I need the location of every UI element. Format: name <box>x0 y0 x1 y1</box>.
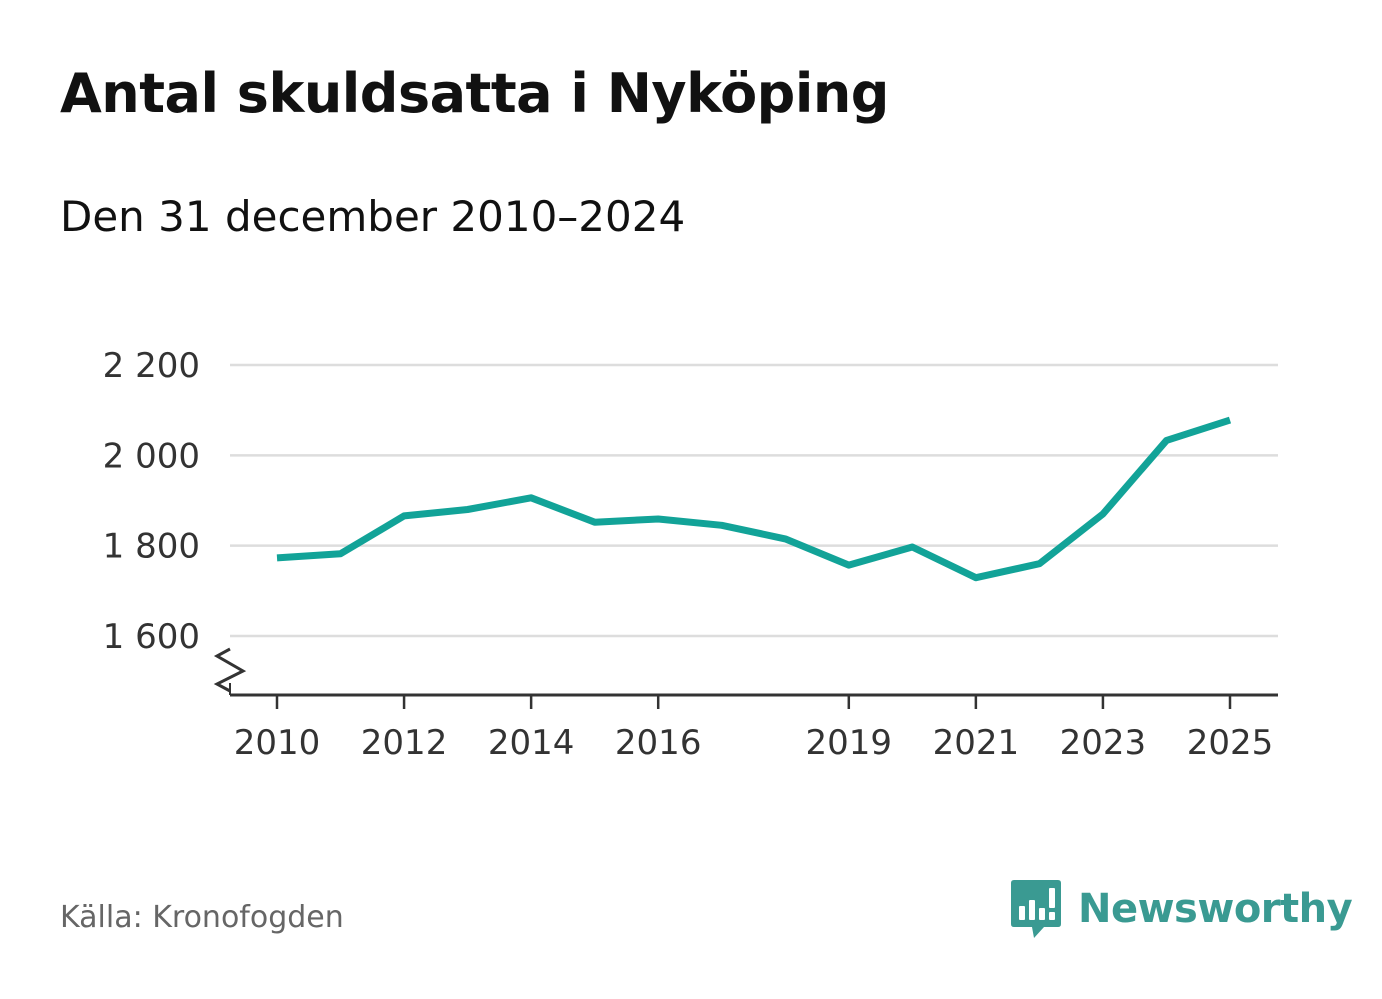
series <box>274 416 1234 582</box>
x-axis-ticks: 2010 2012 2014 2016 2019 2021 2023 2025 <box>234 695 1274 763</box>
data-point <box>1227 417 1234 424</box>
x-tick-label: 2012 <box>361 723 448 763</box>
data-point <box>591 519 598 526</box>
gridlines <box>230 363 1278 638</box>
x-tick-label: 2019 <box>806 723 893 763</box>
data-point <box>274 554 281 561</box>
x-axis <box>213 647 1278 697</box>
brand-name: Newsworthy <box>1078 886 1353 932</box>
x-tick-label: 2025 <box>1187 723 1274 763</box>
data-point <box>909 544 916 551</box>
series-line <box>276 416 1232 582</box>
source-note: Källa: Kronofogden <box>60 900 344 935</box>
data-point <box>528 494 535 501</box>
y-axis-tick-labels: 1 600 1 800 2 000 2 200 <box>103 346 200 657</box>
x-tick-label: 2014 <box>488 723 575 763</box>
x-tick-label: 2016 <box>615 723 702 763</box>
axis-break-icon <box>213 647 247 693</box>
chart-subtitle: Den 31 december 2010–2024 <box>60 192 686 241</box>
chart-title: Antal skuldsatta i Nyköping <box>60 62 889 125</box>
data-point <box>655 516 662 523</box>
data-point <box>401 512 408 519</box>
data-point <box>337 550 344 557</box>
data-point <box>845 562 852 569</box>
data-point <box>972 574 979 581</box>
x-tick-label: 2010 <box>234 723 321 763</box>
x-tick-label: 2023 <box>1060 723 1147 763</box>
newsworthy-logo-icon <box>1011 880 1061 938</box>
brand-logo: Newsworthy <box>1010 878 1353 940</box>
y-tick-label: 2 000 <box>103 436 200 476</box>
y-tick-label: 1 600 <box>103 617 200 657</box>
data-point <box>1099 511 1106 518</box>
data-point <box>718 522 725 529</box>
y-tick-label: 1 800 <box>103 527 200 567</box>
data-point <box>1036 560 1043 567</box>
data-point <box>1163 437 1170 444</box>
data-point <box>782 535 789 542</box>
y-tick-label: 2 200 <box>103 346 200 386</box>
data-point <box>464 506 471 513</box>
x-tick-label: 2021 <box>933 723 1020 763</box>
